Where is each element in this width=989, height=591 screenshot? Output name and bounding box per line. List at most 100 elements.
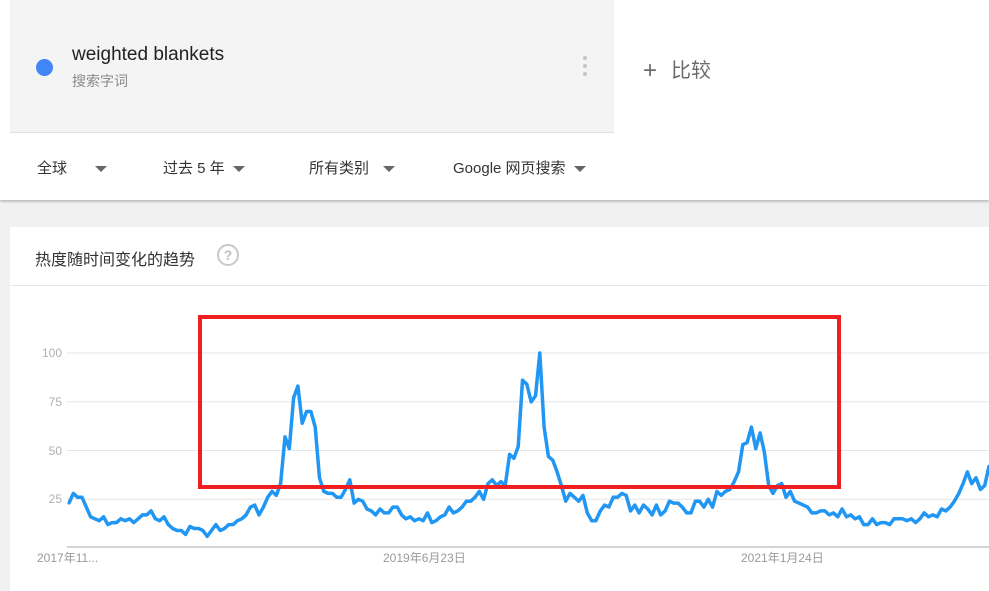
search-term-card[interactable]: weighted blankets 搜索字词: [10, 0, 614, 133]
data-point: [318, 476, 322, 480]
data-point: [127, 517, 131, 521]
data-point: [115, 521, 119, 525]
chevron-down-icon: [573, 166, 586, 173]
y-tick-label: 75: [49, 395, 63, 409]
data-point: [352, 501, 356, 505]
data-point: [564, 499, 568, 503]
data-point: [102, 515, 106, 519]
data-point: [80, 495, 84, 499]
data-point: [443, 513, 447, 517]
data-point: [905, 519, 909, 523]
filter-time[interactable]: 过去 5 年: [163, 157, 245, 178]
data-point: [551, 458, 555, 462]
data-point: [356, 497, 360, 501]
data-point: [395, 505, 399, 509]
question-mark-icon[interactable]: ?: [217, 244, 239, 266]
data-point: [512, 456, 516, 460]
filter-region[interactable]: 全球: [37, 157, 108, 178]
data-point: [585, 511, 589, 515]
data-point: [257, 513, 261, 517]
data-point: [581, 493, 585, 497]
data-point: [974, 476, 978, 480]
data-point: [672, 501, 676, 505]
compare-button[interactable]: + 比较: [643, 54, 711, 84]
filter-search-type-label: Google 网页搜索: [453, 160, 566, 177]
data-point: [369, 509, 373, 513]
data-point: [417, 517, 421, 521]
data-point: [84, 505, 88, 509]
data-point: [326, 491, 330, 495]
data-point: [305, 410, 309, 413]
data-point: [421, 519, 425, 523]
divider: [10, 285, 989, 286]
data-point: [175, 528, 179, 532]
header-area: weighted blankets 搜索字词 + 比较: [0, 0, 989, 133]
data-point: [322, 489, 326, 493]
data-point: [797, 501, 801, 505]
data-point: [888, 523, 892, 527]
data-point: [71, 491, 75, 495]
data-point: [300, 421, 304, 425]
filter-category[interactable]: 所有类别: [309, 157, 396, 178]
data-point: [883, 521, 887, 525]
data-point: [119, 517, 123, 521]
data-point: [680, 505, 684, 509]
data-point: [715, 489, 719, 493]
data-point: [140, 513, 144, 517]
data-point: [253, 503, 257, 507]
data-point: [732, 480, 736, 484]
data-point: [477, 489, 481, 493]
data-point: [650, 513, 654, 517]
data-point: [724, 489, 728, 493]
data-point: [706, 497, 710, 501]
data-point: [702, 505, 706, 509]
data-point: [460, 505, 464, 509]
data-point: [741, 443, 745, 447]
data-point: [339, 495, 343, 499]
data-point: [214, 523, 218, 527]
data-point: [542, 425, 546, 429]
data-point: [780, 482, 784, 486]
data-point: [235, 519, 239, 523]
data-point: [205, 534, 209, 538]
data-point: [106, 523, 110, 527]
data-point: [983, 484, 987, 488]
data-point: [132, 521, 136, 525]
more-vert-icon[interactable]: [582, 56, 588, 76]
data-point: [197, 527, 201, 530]
data-point: [499, 480, 503, 484]
data-point: [784, 495, 788, 499]
data-point: [957, 491, 961, 495]
data-point: [646, 507, 650, 511]
filter-search-type[interactable]: Google 网页搜索: [453, 157, 586, 178]
data-point: [374, 513, 378, 517]
data-point: [469, 499, 473, 503]
plus-icon: +: [643, 57, 658, 84]
data-point: [296, 384, 300, 388]
data-point: [391, 505, 395, 509]
data-point: [814, 511, 818, 515]
data-point: [572, 495, 576, 499]
data-point: [546, 454, 550, 458]
data-point: [879, 521, 883, 525]
data-point: [149, 509, 153, 513]
data-point: [434, 519, 438, 523]
data-point: [171, 527, 175, 530]
data-point: [201, 528, 205, 532]
data-point: [378, 507, 382, 511]
data-point: [827, 513, 831, 517]
data-point: [529, 400, 533, 404]
x-tick-label: 2017年11...: [37, 551, 98, 565]
data-point: [97, 519, 101, 523]
data-point: [840, 507, 844, 511]
data-point: [758, 431, 762, 435]
series-line-weighted-blankets[interactable]: [67, 351, 989, 539]
data-point: [93, 517, 97, 521]
data-point: [978, 488, 982, 491]
data-point: [594, 519, 598, 523]
data-point: [771, 491, 775, 495]
data-point: [637, 511, 641, 515]
data-point: [482, 497, 486, 501]
data-point: [836, 515, 840, 519]
